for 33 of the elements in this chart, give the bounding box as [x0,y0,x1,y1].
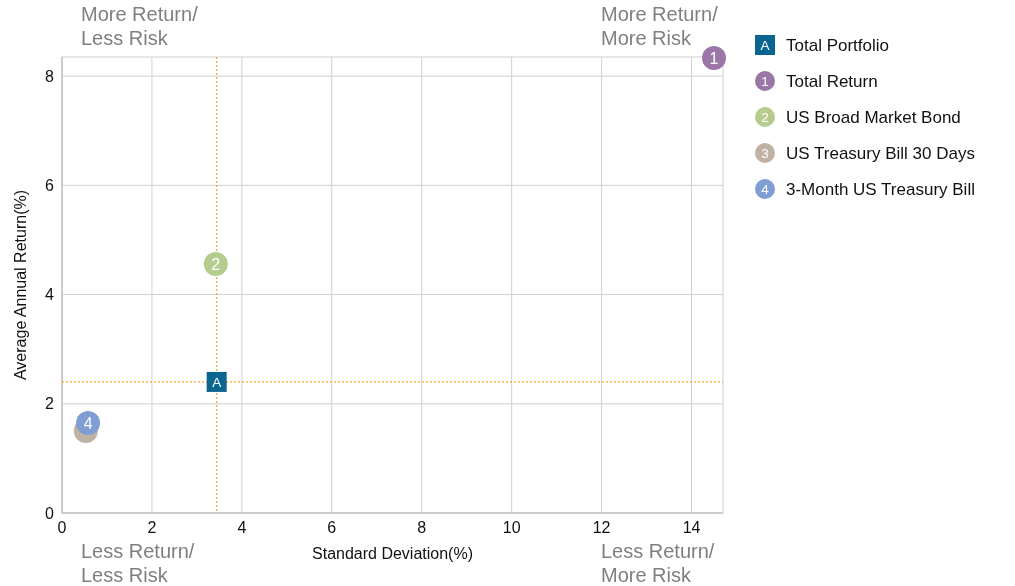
annotation: 1 [709,49,719,67]
annotation: A [212,374,222,390]
x-tick-label: 4 [237,519,247,536]
text: More Return/ More Risk [601,3,719,49]
x-tick-label: 14 [682,519,701,536]
legend-label: US Treasury Bill 30 Days [786,143,975,163]
y-tick-label: 2 [45,395,55,413]
text: 3 [761,145,769,161]
annotation: 4 [83,414,93,432]
x-tick-label: 0 [57,519,67,536]
y-tick-label: 8 [45,67,55,85]
x-axis-title: Standard Deviation(%) [312,545,473,562]
x-tick-label: 10 [502,519,521,536]
text: Less Return/ Less Risk [81,540,195,586]
y-tick-label: 4 [45,286,55,304]
y-tick-label: 6 [45,176,55,194]
text: 4 [761,181,769,197]
text: More Return/ Less Risk [81,3,199,49]
text: Less Return/ More Risk [601,540,715,586]
legend-label: 3-Month US Treasury Bill [786,179,975,199]
legend-label: Total Portfolio [786,35,889,55]
x-tick-label: 8 [417,519,427,536]
text: 1 [761,73,769,89]
y-tick-label: 0 [45,504,55,522]
legend-label: US Broad Market Bond [786,107,961,127]
text: A [760,37,770,53]
x-tick-label: 6 [327,519,337,536]
text: 2 [761,109,769,125]
x-tick-label: 12 [592,519,611,536]
annotation: 2 [211,255,221,273]
y-axis-title: Average Annual Return(%) [12,189,29,381]
legend-label: Total Return [786,71,878,91]
x-tick-label: 2 [147,519,157,536]
